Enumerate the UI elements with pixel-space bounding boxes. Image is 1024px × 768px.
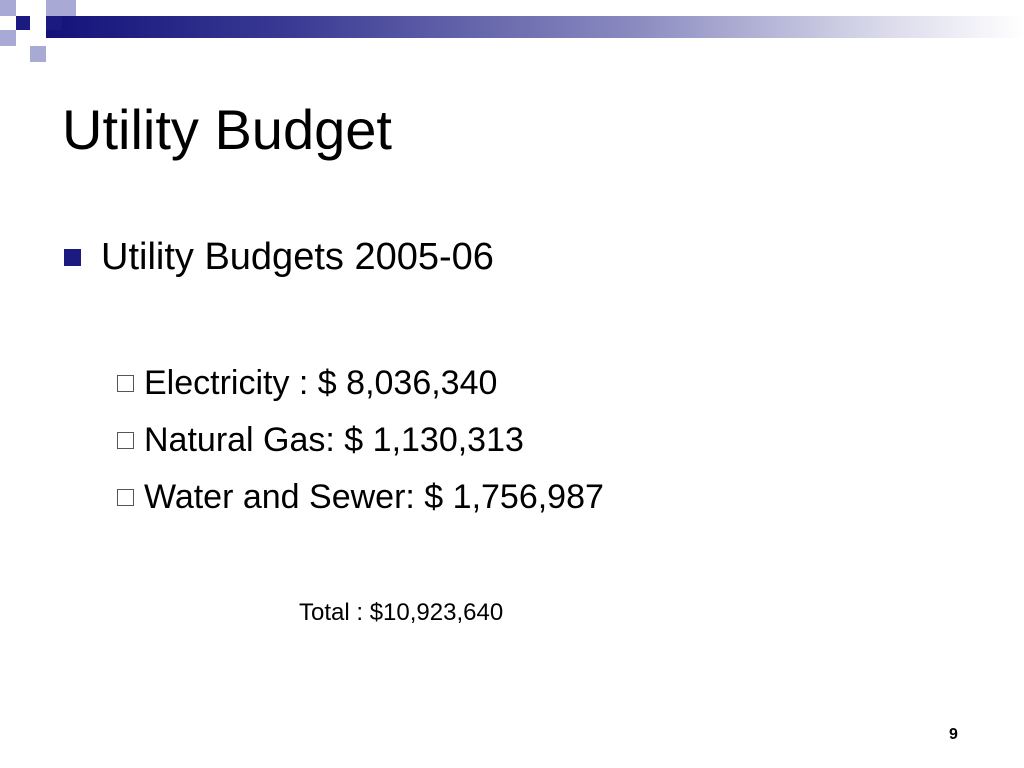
decor-square (46, 0, 62, 16)
sub-bullet-water-sewer: Water and Sewer: $ 1,756,987 (117, 475, 604, 519)
sub-bullet-text: Water and Sewer: $ 1,756,987 (144, 478, 604, 516)
sub-bullet-natural-gas: Natural Gas: $ 1,130,313 (117, 418, 524, 462)
decor-square (62, 0, 76, 16)
decor-square (0, 0, 16, 16)
slide-title: Utility Budget (62, 98, 392, 161)
decor-square (0, 30, 16, 46)
sub-bullet-electricity: Electricity : $ 8,036,340 (117, 361, 497, 405)
main-bullet-text: Utility Budgets 2005-06 (101, 236, 494, 278)
open-box-bullet-icon (117, 431, 134, 449)
main-bullet: Utility Budgets 2005-06 (64, 232, 494, 282)
sub-bullet-text: Natural Gas: $ 1,130,313 (144, 421, 524, 459)
page-number: 9 (949, 726, 958, 743)
header-gradient-bar (46, 16, 1024, 38)
open-box-bullet-icon (117, 374, 134, 392)
decor-square (30, 30, 46, 46)
square-bullet-icon (64, 248, 81, 266)
total-amount: Total : $10,923,640 (299, 599, 504, 626)
sub-bullet-text: Electricity : $ 8,036,340 (144, 364, 498, 402)
decor-square (30, 16, 46, 32)
open-box-bullet-icon (117, 488, 134, 506)
decor-square (16, 16, 30, 30)
decor-square (46, 16, 62, 30)
decor-square (30, 46, 46, 62)
